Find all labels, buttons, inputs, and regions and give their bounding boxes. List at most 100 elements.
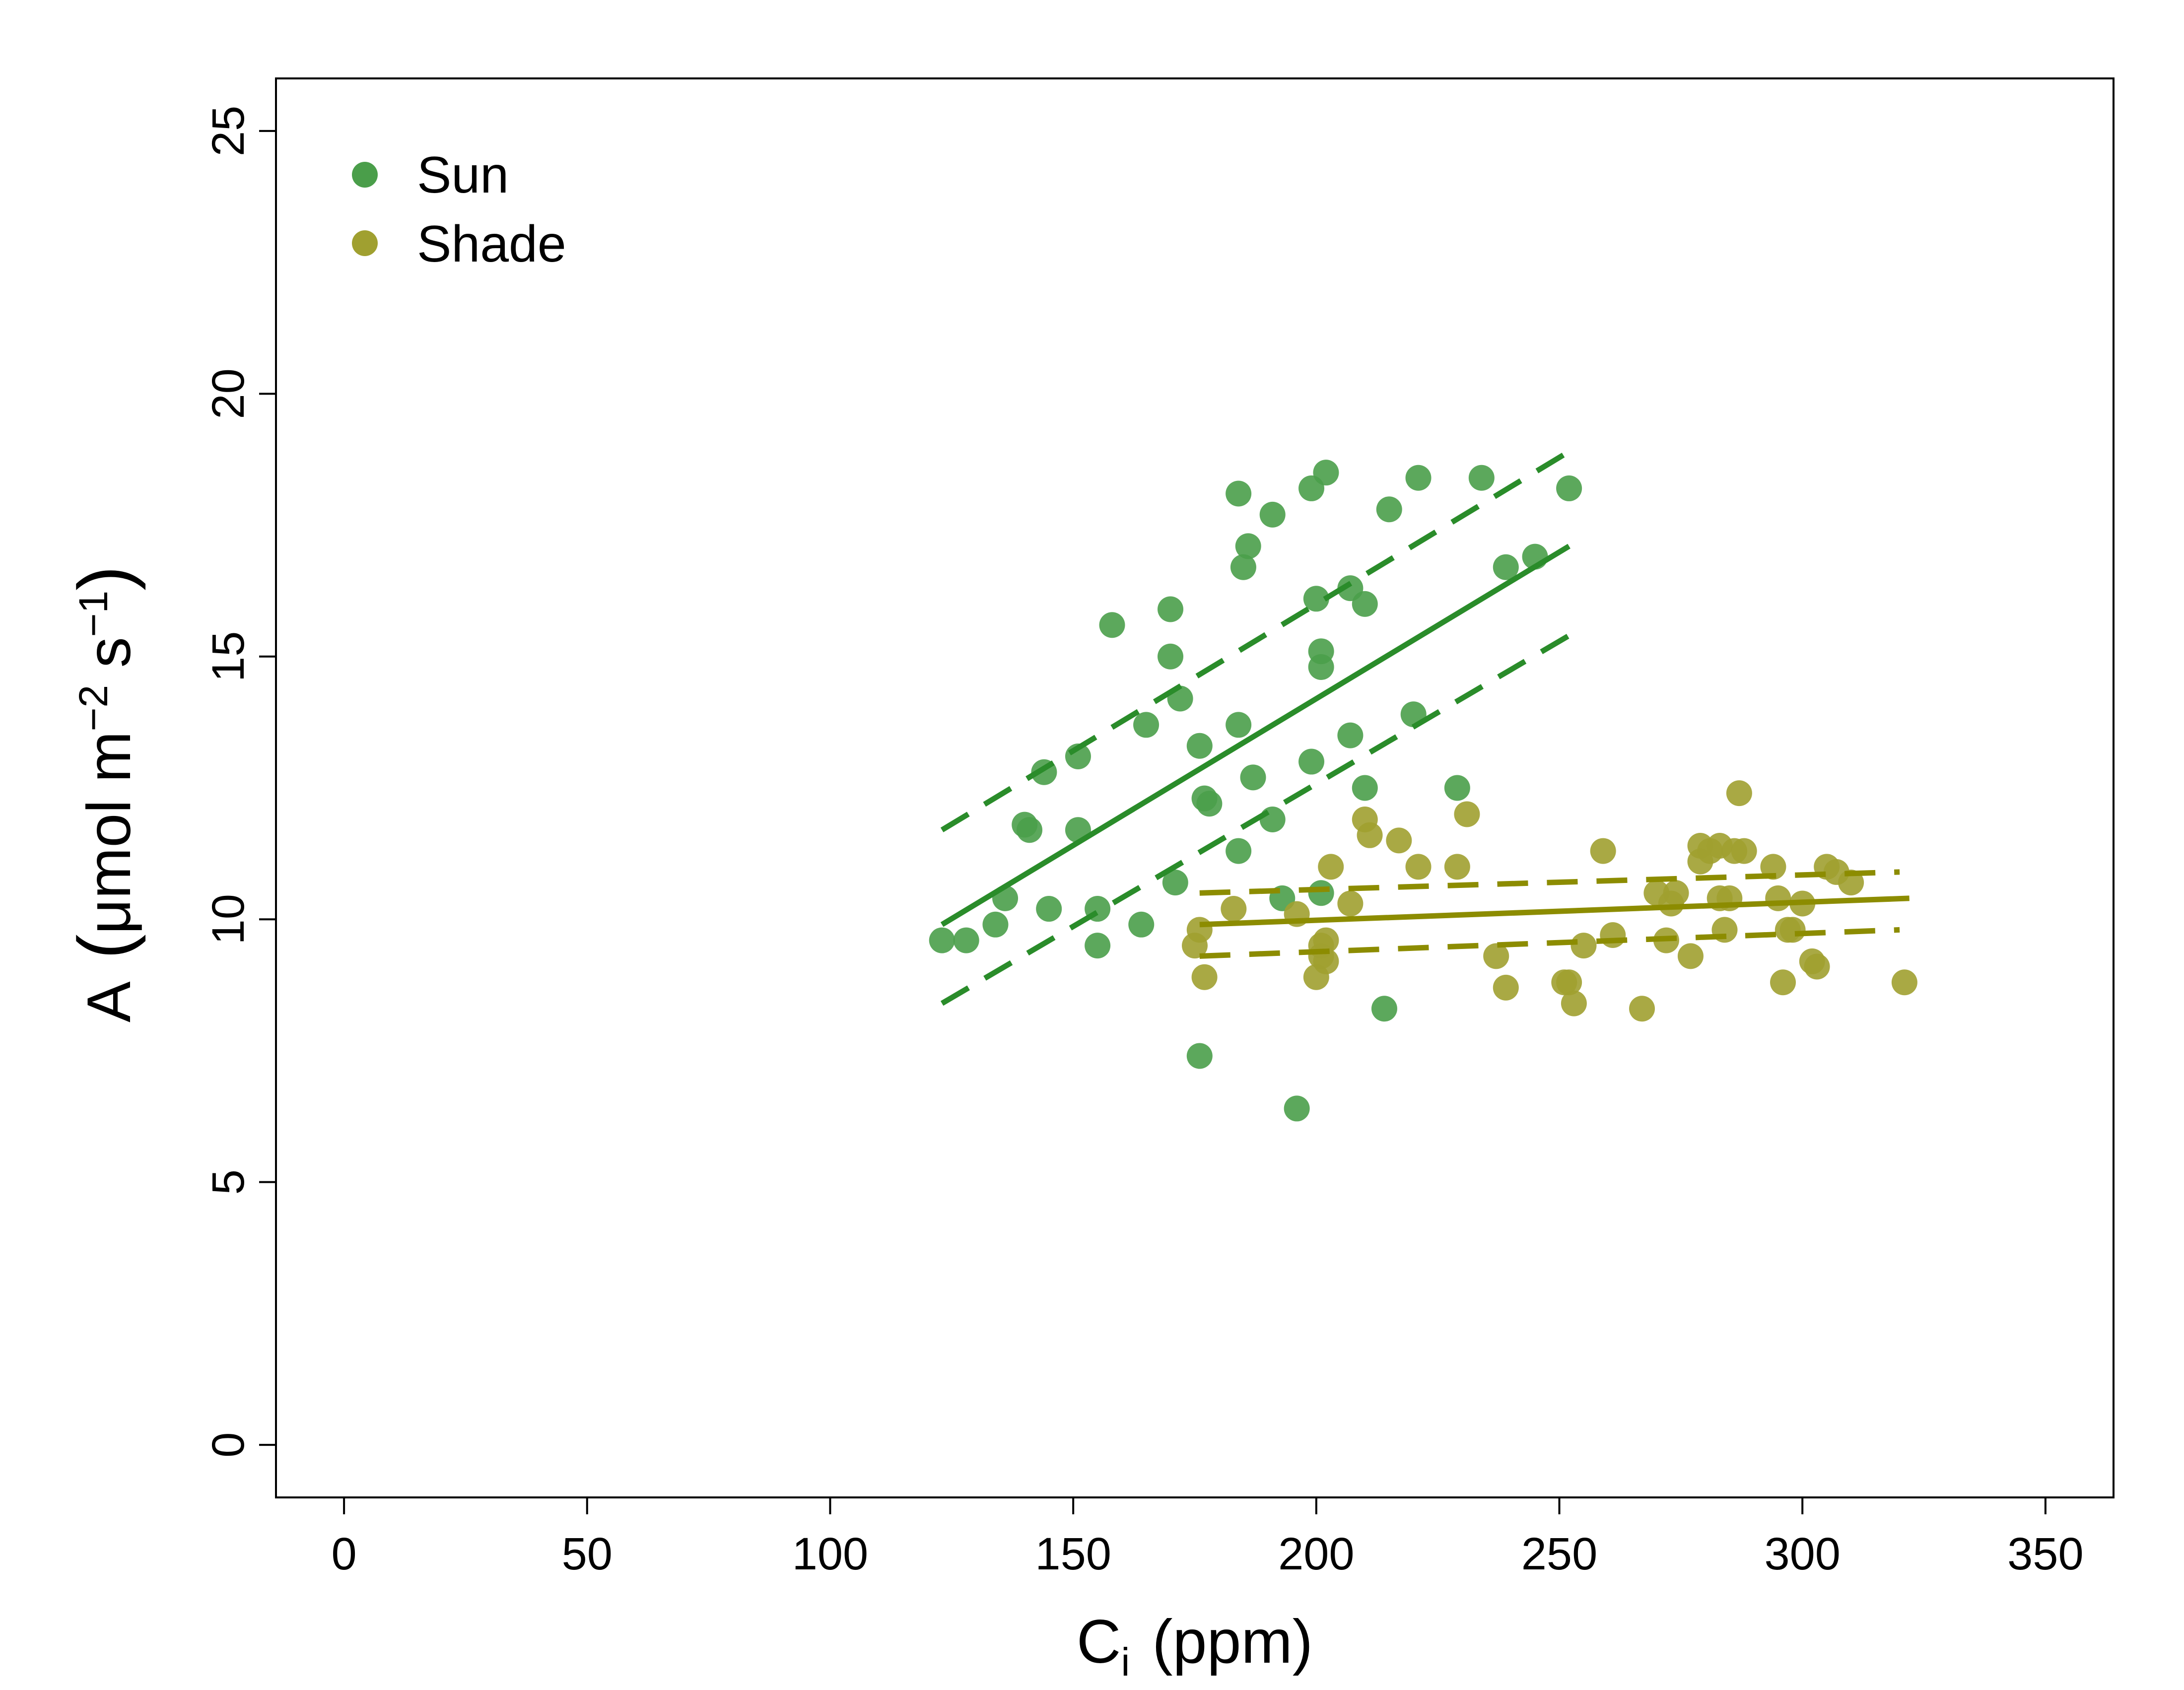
data-point-sun: [1303, 586, 1329, 612]
data-point-shade: [1765, 885, 1791, 911]
data-point-sun: [1284, 1095, 1310, 1122]
y-axis-label: A (μmol m−2 s−1): [63, 566, 146, 1022]
y-axis-label-unit: mol m: [75, 731, 143, 899]
data-point-shade: [1770, 969, 1796, 996]
data-point-shade: [1677, 943, 1704, 969]
data-point-shade: [1779, 917, 1806, 943]
data-point-shade: [1731, 838, 1757, 864]
data-point-sun: [982, 911, 1009, 938]
data-point-shade: [1357, 822, 1383, 848]
data-point-shade: [1337, 890, 1364, 917]
data-point-sun: [1133, 712, 1160, 738]
y-axis-label-prefix: A: [75, 981, 143, 1022]
x-tick-label: 300: [1764, 1529, 1841, 1579]
data-point-sun: [953, 927, 979, 953]
data-point-sun: [1240, 764, 1266, 791]
data-point-sun: [1235, 533, 1261, 559]
data-point-sun: [1376, 496, 1402, 523]
data-point-shade: [1313, 927, 1339, 953]
ci-lower-line-sun: [940, 633, 1570, 1006]
x-tick-label: 200: [1278, 1529, 1355, 1579]
data-point-sun: [1162, 870, 1188, 896]
data-point-shade: [1570, 933, 1597, 959]
data-point-sun: [1259, 807, 1286, 833]
data-point-sun: [1196, 791, 1223, 817]
data-point-shade: [1221, 896, 1247, 922]
data-point-shade: [1629, 996, 1655, 1022]
data-point-sun: [1468, 465, 1495, 491]
data-point-sun: [1158, 596, 1184, 622]
data-point-shade: [1600, 922, 1626, 948]
data-point-sun: [1352, 591, 1378, 617]
data-point-shade: [1454, 801, 1480, 827]
data-point-sun: [1226, 480, 1252, 507]
y-axis-label-s: s: [75, 637, 143, 684]
series-shade: [1182, 780, 1917, 1022]
y-axis-label-m-exponent: −2: [71, 685, 116, 732]
data-point-sun: [1405, 465, 1432, 491]
y-axis-label-mu: μ: [75, 899, 143, 934]
data-point-sun: [1128, 911, 1155, 938]
data-point-sun: [1556, 475, 1582, 501]
legend-marker-shade: [352, 230, 378, 256]
data-point-shade: [1760, 854, 1786, 880]
x-axis-label-sub: i: [1121, 1640, 1130, 1684]
data-point-sun: [1444, 775, 1470, 801]
data-point-sun: [1308, 654, 1334, 680]
data-point-shade: [1590, 838, 1616, 864]
y-tick-label: 20: [203, 368, 254, 419]
y-axis-label-open: (: [63, 934, 146, 959]
y-tick-label: 5: [203, 1169, 254, 1195]
fit-line-shade: [1199, 895, 1910, 928]
data-point-shade: [1386, 827, 1412, 854]
x-tick-label: 350: [2007, 1529, 2084, 1579]
data-point-sun: [1493, 554, 1519, 580]
axes: 0 50 100 150 200 250 300 350 0 5 10 15 20 25: [203, 106, 2084, 1579]
x-axis-label-unit: (ppm): [1152, 1608, 1313, 1676]
y-tick-label: 0: [203, 1432, 254, 1458]
x-axis-label-main: C: [1077, 1608, 1121, 1676]
x-tick-label: 0: [332, 1529, 357, 1579]
data-point-sun: [1313, 460, 1339, 486]
data-point-sun: [1308, 880, 1334, 906]
x-axis-label: Ci (ppm): [1077, 1608, 1313, 1684]
data-point-sun: [1186, 1043, 1213, 1069]
data-point-sun: [1337, 722, 1364, 748]
data-point-sun: [1259, 501, 1286, 528]
ci-lower-line-shade: [1199, 927, 1900, 959]
x-tick-label: 50: [562, 1529, 613, 1579]
data-point-sun: [1186, 733, 1213, 759]
y-tick-label: 15: [203, 631, 254, 682]
data-point-sun: [929, 927, 955, 953]
legend-label-shade: Shade: [417, 215, 566, 273]
data-point-sun: [1298, 748, 1325, 775]
legend: Sun Shade: [352, 146, 566, 273]
data-point-sun: [1017, 817, 1043, 843]
data-point-shade: [1804, 953, 1830, 980]
data-point-sun: [1099, 612, 1125, 638]
legend-label-sun: Sun: [417, 146, 509, 204]
data-point-shade: [1663, 880, 1689, 906]
data-point-shade: [1561, 990, 1587, 1016]
x-tick-label: 250: [1521, 1529, 1598, 1579]
data-point-shade: [1483, 943, 1509, 969]
data-point-sun: [1158, 643, 1184, 670]
data-point-shade: [1891, 969, 1917, 996]
data-point-shade: [1556, 969, 1582, 996]
data-point-shade: [1318, 854, 1344, 880]
data-point-sun: [1352, 775, 1378, 801]
data-point-shade: [1186, 917, 1213, 943]
y-tick-label: 25: [203, 106, 254, 156]
ci-upper-line-sun: [940, 449, 1570, 832]
legend-marker-sun: [352, 162, 378, 188]
x-tick-label: 150: [1035, 1529, 1111, 1579]
data-point-shade: [1493, 974, 1519, 1001]
data-point-sun: [1226, 838, 1252, 864]
data-point-shade: [1405, 854, 1432, 880]
data-marks: [929, 449, 1917, 1122]
y-tick-label: 10: [203, 894, 254, 945]
data-point-shade: [1313, 948, 1339, 974]
fit-line-sun: [940, 543, 1570, 927]
